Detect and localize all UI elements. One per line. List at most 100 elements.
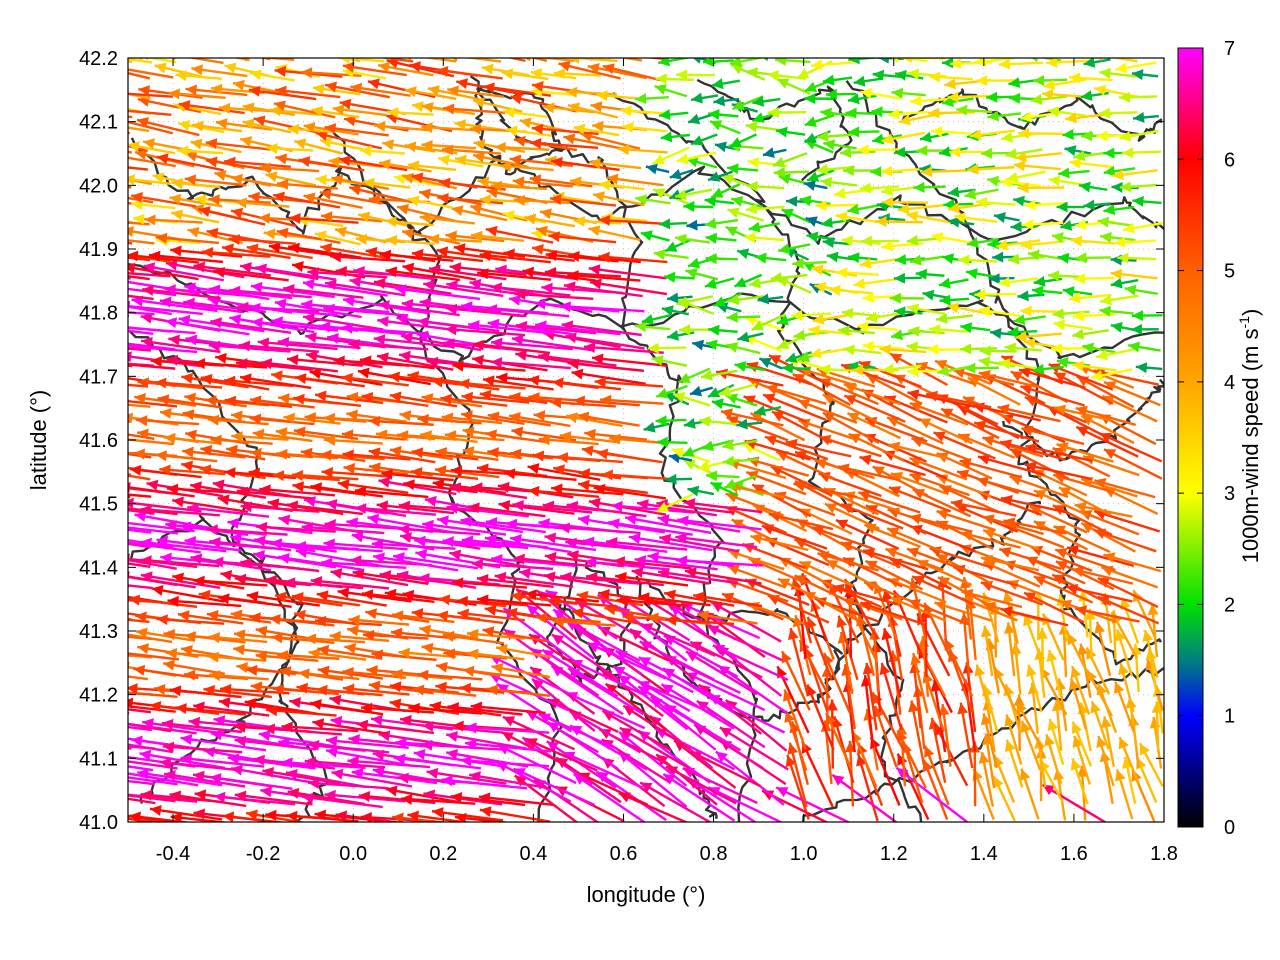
wind-arrow [613,556,692,570]
wind-arrow [422,519,507,536]
wind-arrow [413,749,501,768]
wind-arrow-shaft [385,787,461,804]
wind-arrow-head [246,591,259,603]
wind-arrow-shaft [930,717,947,783]
wind-arrow-head [1024,592,1037,603]
wind-arrow-head [803,591,817,602]
wind-arrow-head [390,627,403,639]
wind-arrow [255,521,336,533]
wind-arrow-head [628,533,641,544]
wind-arrow-head [1142,630,1154,643]
wind-arrow-head [936,554,949,565]
wind-arrow-head [67,461,79,472]
wind-arrow-shaft [193,579,268,587]
wind-arrow-shaft [245,811,307,822]
wind-arrow-head [783,689,794,702]
wind-arrow-head [873,705,884,718]
wind-arrow-head [350,555,362,567]
wind-arrow [460,755,550,768]
wind-arrow-head [491,553,503,565]
wind-arrow-shaft [576,593,644,607]
wind-arrow-head [1066,545,1080,556]
wind-arrow [513,767,596,807]
wind-arrow-shaft [775,786,851,822]
wind-arrow-head [615,571,627,583]
wind-arrow-head [513,768,526,779]
wind-arrow [911,575,974,606]
wind-arrow [1033,575,1094,604]
wind-arrow-head [778,578,791,589]
wind-arrow [637,592,711,607]
wind-arrow [998,547,1062,571]
wind-arrow [390,627,456,640]
wind-arrow-head [69,715,81,726]
wind-arrow-head [478,792,491,804]
wind-arrow-shaft [840,503,904,530]
wind-arrow-head [496,683,510,695]
wind-arrow [308,648,367,661]
wind-arrow [543,571,622,590]
wind-arrow-head [317,644,330,656]
wind-arrow [1142,629,1159,679]
wind-arrow-shaft [316,592,387,607]
wind-arrow-head [294,540,307,552]
wind-arrow-head [67,174,79,185]
wind-arrow-shaft [788,742,808,808]
wind-arrow [456,595,528,607]
wind-arrow-head [415,549,428,560]
wind-arrow-shaft [574,599,647,642]
wind-arrow-head [1026,664,1037,677]
wind-arrow-shaft [801,741,834,808]
wind-arrow [938,703,952,767]
wind-arrow-head [711,602,724,613]
wind-arrow-head [262,766,275,778]
wind-arrow-head [76,285,88,296]
wind-arrow-head [665,766,679,777]
wind-arrow-head [177,610,190,622]
wind-arrow-shaft [869,736,901,806]
wind-arrow-head [1147,603,1159,616]
wind-arrow [217,593,292,609]
wind-arrow-head [606,537,618,548]
wind-arrow-head [272,683,285,695]
wind-arrow-shaft [337,590,412,603]
wind-arrow-head [1005,739,1016,752]
wind-arrow-shaft [156,617,225,625]
wind-arrow-shaft [169,793,247,808]
wind-arrow-head [266,705,278,717]
wind-arrow-head [112,462,124,473]
wind-arrow [177,610,244,625]
wind-arrow [1122,756,1137,804]
wind-arrow-head [1053,525,1066,536]
wind-arrow-shaft [565,540,648,552]
wind-arrow-shaft [294,544,383,553]
wind-arrow-head [233,629,246,641]
wind-arrow-shaft [128,705,176,713]
wind-arrow-shaft [479,808,551,822]
wind-arrow-head [419,624,432,636]
wind-arrow-head [693,591,705,603]
wind-arrow-head [230,533,243,545]
wind-arrow-shaft [613,559,692,570]
wind-arrow-head [887,527,900,538]
wind-arrow-shaft [686,777,758,822]
wind-arrow-head [180,753,193,765]
wind-arrow-head [111,732,123,743]
wind-arrow-head [400,793,413,805]
wind-arrow-shaft [476,597,552,607]
wind-arrow-shaft [541,648,619,698]
wind-arrow-head [131,735,143,747]
wind-arrow-head [93,519,105,530]
wind-arrow-head [276,649,289,661]
wind-arrow-head [278,514,291,526]
wind-arrow-head [582,536,595,548]
wind-arrow-shaft [128,558,177,570]
wind-arrow [486,684,551,698]
wind-arrow-shaft [456,599,528,607]
wind-arrow-head [1096,735,1107,748]
wind-arrow-head [525,710,539,722]
wind-arrow-shaft [393,756,482,770]
wind-arrow-head [832,583,845,595]
wind-arrow-head [471,558,484,570]
wind-arrow-shaft [335,813,404,822]
